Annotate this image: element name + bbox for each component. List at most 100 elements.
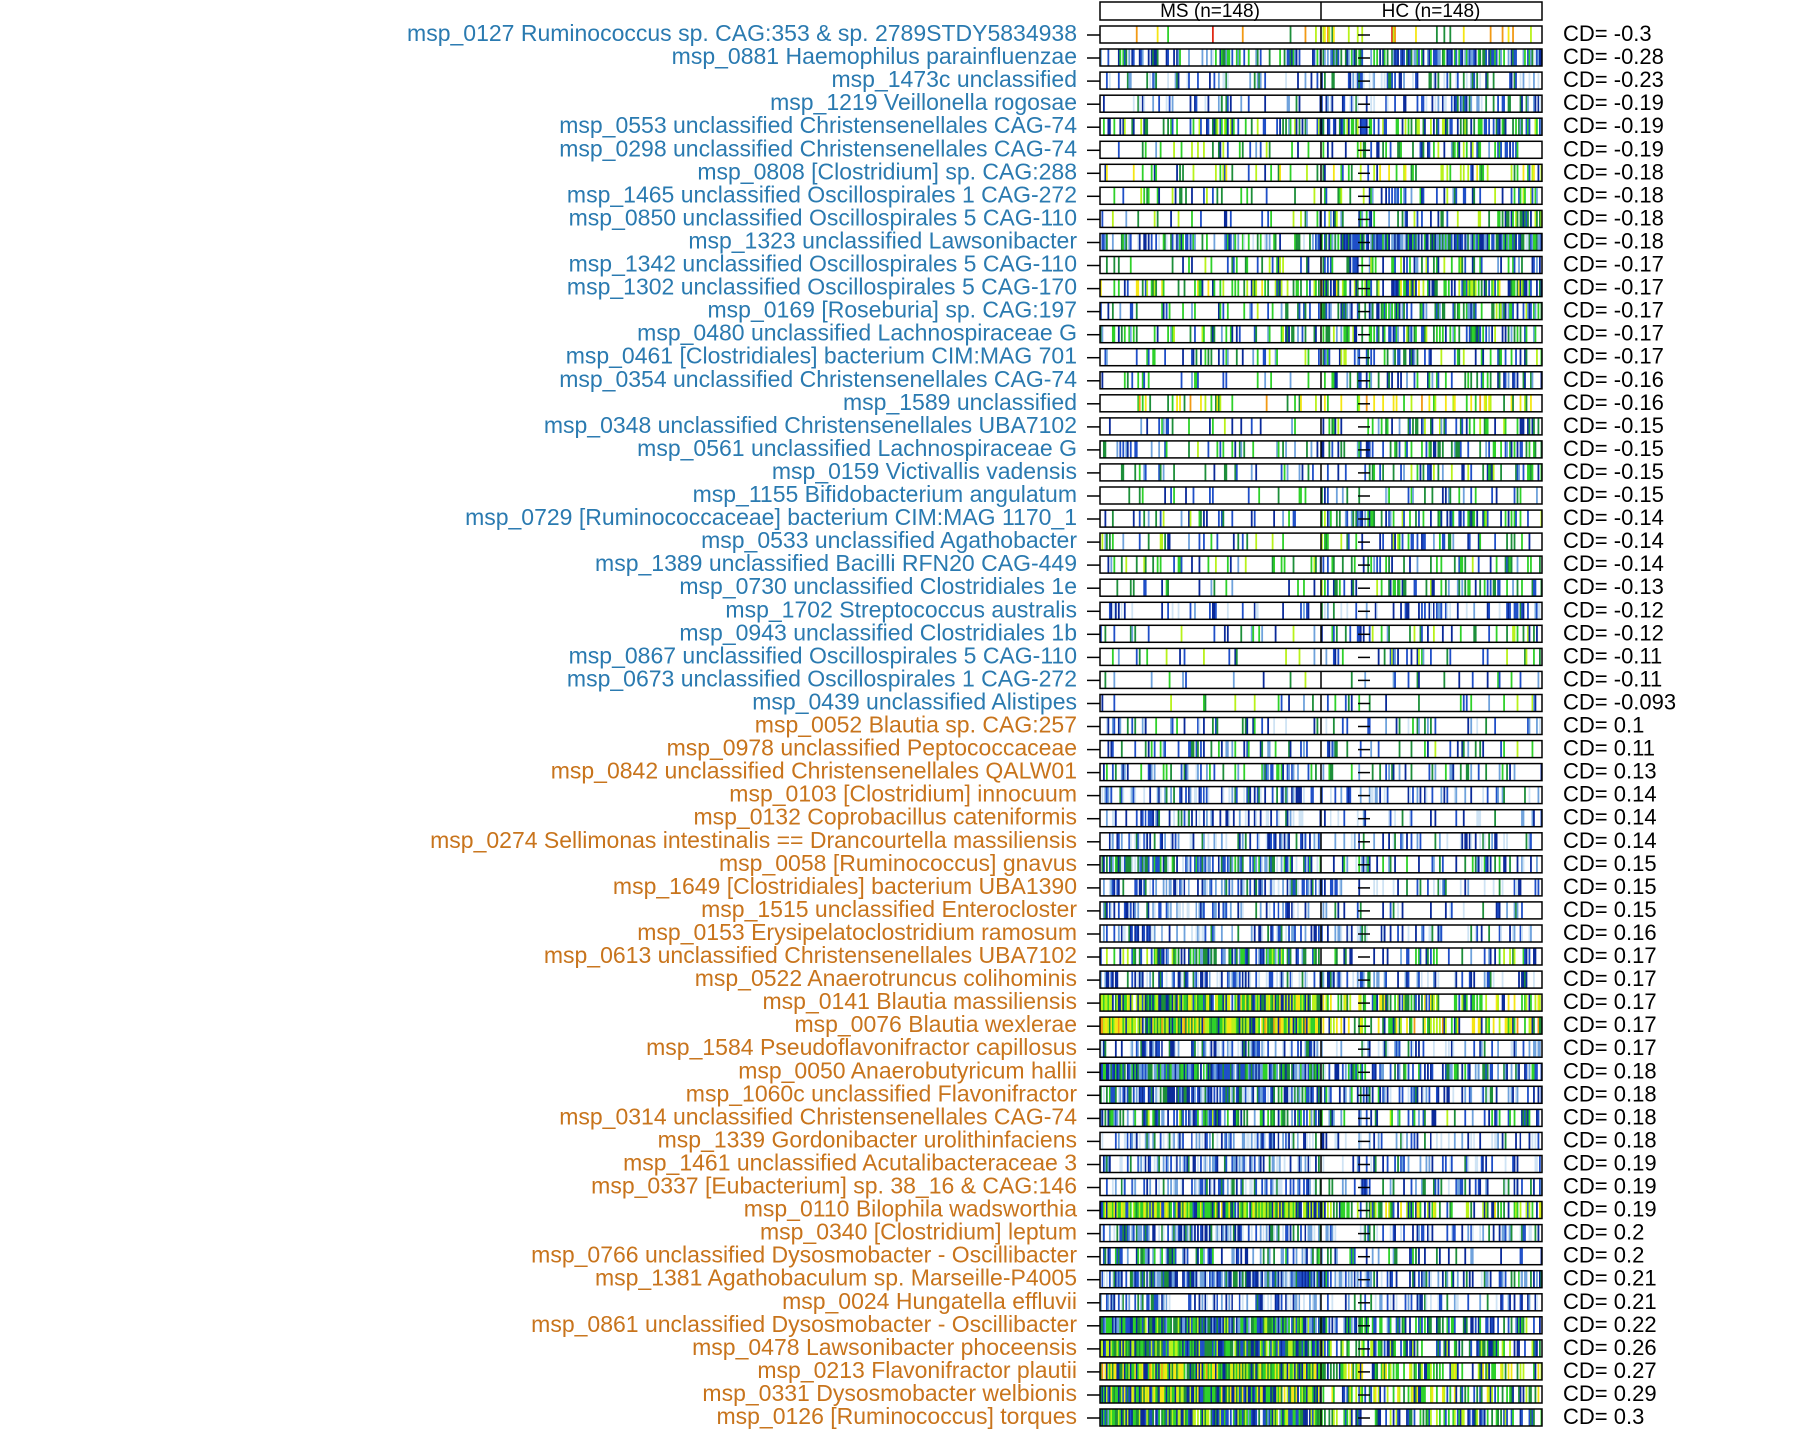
heatmap-cell bbox=[1140, 187, 1143, 205]
heatmap-cell bbox=[1456, 95, 1459, 113]
heatmap-cell bbox=[1198, 533, 1201, 551]
heatmap-cell bbox=[1447, 948, 1450, 965]
heatmap-cell bbox=[1513, 925, 1516, 942]
heatmap-cell bbox=[1309, 279, 1311, 297]
heatmap-cell bbox=[1355, 233, 1358, 251]
heatmap-cell bbox=[1171, 717, 1174, 735]
heatmap-cell bbox=[1406, 878, 1408, 896]
heatmap-cell bbox=[1507, 256, 1510, 274]
heatmap-cell bbox=[1343, 579, 1346, 597]
heatmap-cell bbox=[1422, 233, 1425, 251]
heatmap-cell bbox=[1307, 1017, 1310, 1035]
heatmap-cell bbox=[1182, 901, 1184, 919]
heatmap-cell bbox=[1410, 279, 1413, 297]
heatmap-cell bbox=[1491, 233, 1494, 251]
heatmap-cell bbox=[1129, 1040, 1132, 1058]
heatmap-cell bbox=[1167, 994, 1169, 1012]
heatmap-cell bbox=[1173, 994, 1175, 1012]
heatmap-cell bbox=[1419, 878, 1422, 896]
heatmap-cell bbox=[1410, 49, 1413, 66]
heatmap-cell bbox=[1510, 348, 1513, 366]
heatmap-cell bbox=[1189, 510, 1192, 528]
heatmap-cell bbox=[1515, 463, 1517, 481]
heatmap-cell bbox=[1525, 302, 1528, 320]
heatmap-cell bbox=[1383, 1040, 1386, 1058]
heatmap-cell bbox=[1344, 49, 1347, 66]
heatmap-row: msp_0354 unclassified Christensenellales… bbox=[559, 366, 1664, 392]
heatmap-cell bbox=[1482, 325, 1485, 343]
heatmap-cell bbox=[1240, 95, 1243, 113]
heatmap-cell bbox=[1198, 556, 1201, 574]
heatmap-cell bbox=[1120, 233, 1123, 251]
heatmap-cell bbox=[1480, 1040, 1483, 1058]
heatmap-cell bbox=[1443, 141, 1446, 159]
heatmap-cell bbox=[1140, 1063, 1143, 1081]
heatmap-cell bbox=[1140, 901, 1143, 919]
heatmap-cell bbox=[1504, 302, 1507, 320]
heatmap-cell bbox=[1282, 994, 1284, 1012]
heatmap-cell bbox=[1533, 809, 1535, 827]
heatmap-cell bbox=[1117, 256, 1120, 274]
heatmap-cell bbox=[1216, 717, 1219, 735]
heatmap-cell bbox=[1309, 1063, 1311, 1081]
heatmap-cell bbox=[1128, 832, 1131, 850]
cd-number: 0.14 bbox=[1614, 805, 1657, 830]
heatmap-cell bbox=[1146, 994, 1149, 1012]
heatmap-cell bbox=[1135, 809, 1138, 827]
heatmap-cell bbox=[1101, 1017, 1104, 1035]
heatmap-cell bbox=[1501, 325, 1504, 343]
heatmap-cell bbox=[1515, 510, 1517, 528]
heatmap-cell bbox=[1401, 510, 1404, 528]
heatmap-cell bbox=[1222, 72, 1225, 90]
heatmap-cell bbox=[1204, 1040, 1207, 1058]
heatmap-cell bbox=[1332, 625, 1335, 643]
heatmap-cell bbox=[1397, 348, 1399, 366]
heatmap-cell bbox=[1241, 1040, 1244, 1058]
heatmap-cell bbox=[1418, 671, 1420, 689]
heatmap-cell bbox=[1321, 579, 1323, 597]
heatmap-cell bbox=[1531, 463, 1534, 481]
cd-value: CD= 0.16 bbox=[1563, 920, 1657, 945]
heatmap-cell bbox=[1447, 1040, 1450, 1058]
heatmap-cell bbox=[1167, 417, 1169, 435]
heatmap-cell bbox=[1355, 602, 1358, 620]
heatmap-cell bbox=[1116, 440, 1119, 458]
heatmap-cell bbox=[1304, 671, 1307, 689]
heatmap-cell bbox=[1168, 786, 1171, 804]
heatmap-cell bbox=[1459, 49, 1462, 66]
heatmap-cell bbox=[1141, 855, 1144, 873]
heatmap-cell bbox=[1510, 671, 1513, 689]
heatmap-cell bbox=[1200, 1063, 1202, 1081]
heatmap-cell bbox=[1229, 210, 1232, 228]
heatmap-cell bbox=[1398, 533, 1401, 551]
heatmap-cell bbox=[1479, 72, 1482, 90]
heatmap-cell bbox=[1388, 510, 1390, 528]
heatmap-cell bbox=[1395, 717, 1398, 735]
heatmap-cell bbox=[1488, 832, 1491, 850]
heatmap-cell bbox=[1288, 1017, 1290, 1035]
heatmap-cell bbox=[1156, 809, 1159, 827]
heatmap-cell bbox=[1407, 487, 1410, 504]
heatmap-cell bbox=[1153, 1040, 1156, 1058]
heatmap-cell bbox=[1122, 1063, 1125, 1081]
heatmap-cell bbox=[1138, 648, 1141, 666]
heatmap-cell bbox=[1427, 948, 1429, 965]
heatmap-cell bbox=[1171, 95, 1174, 113]
heatmap-cell bbox=[1188, 901, 1190, 919]
heatmap-cell bbox=[1470, 394, 1473, 412]
heatmap-cell bbox=[1203, 533, 1205, 551]
heatmap-cell bbox=[1288, 1063, 1290, 1081]
heatmap-cell bbox=[1389, 302, 1392, 320]
heatmap-cell bbox=[1344, 948, 1347, 965]
heatmap-cell bbox=[1406, 279, 1408, 297]
heatmap-cell bbox=[1482, 901, 1485, 919]
heatmap-cell bbox=[1265, 763, 1268, 781]
heatmap-row: msp_0842 unclassified Christensenellales… bbox=[551, 758, 1657, 784]
heatmap-cell bbox=[1168, 1063, 1171, 1081]
heatmap-cell bbox=[1171, 1017, 1174, 1035]
cd-prefix: CD= bbox=[1563, 897, 1614, 922]
heatmap-cell bbox=[1453, 325, 1456, 343]
heatmap-cell bbox=[1288, 901, 1290, 919]
heatmap-cell bbox=[1135, 325, 1138, 343]
